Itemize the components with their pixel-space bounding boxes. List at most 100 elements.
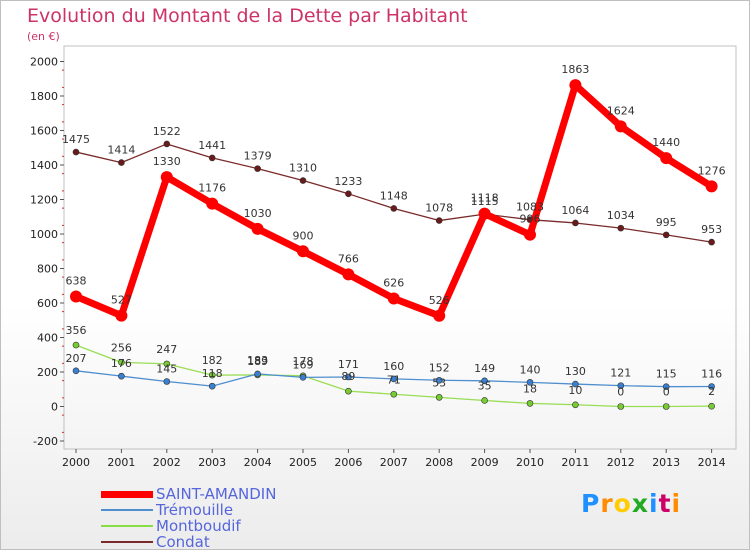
data-label: 1064 xyxy=(561,204,589,217)
data-point xyxy=(662,231,670,239)
data-label: 900 xyxy=(293,229,314,242)
data-label: 995 xyxy=(656,216,677,229)
data-point xyxy=(705,180,718,193)
data-label: 1148 xyxy=(380,189,408,202)
data-label: 115 xyxy=(656,368,677,381)
data-point xyxy=(526,379,534,386)
data-point xyxy=(708,238,715,246)
data-point xyxy=(617,403,625,410)
data-label: 1078 xyxy=(425,202,453,215)
data-label: 638 xyxy=(66,274,87,287)
data-label: 1310 xyxy=(289,162,317,175)
data-label: 53 xyxy=(432,376,446,389)
data-label: 1440 xyxy=(652,136,680,149)
data-label: 256 xyxy=(111,341,132,354)
data-point xyxy=(297,245,309,258)
x-tick-label: 2005 xyxy=(289,456,317,469)
legend-label: Trémouille xyxy=(156,501,234,519)
data-point xyxy=(526,400,534,407)
data-label: 178 xyxy=(293,355,314,368)
legend-swatch xyxy=(101,541,153,543)
data-point xyxy=(572,401,579,409)
data-label: 1441 xyxy=(198,139,226,152)
data-label: 1030 xyxy=(244,207,272,220)
data-label: 182 xyxy=(202,354,223,367)
data-label: 1176 xyxy=(198,182,226,195)
chart-subtitle: (en €) xyxy=(27,30,60,43)
logo-letter: i xyxy=(649,489,659,518)
data-point xyxy=(660,152,673,165)
y-tick-label: 1600 xyxy=(30,125,58,138)
x-tick-label: 2014 xyxy=(698,456,726,469)
logo-letter: r xyxy=(600,489,614,518)
data-point xyxy=(115,309,128,322)
data-label: 140 xyxy=(520,363,541,376)
data-label: 2 xyxy=(708,385,715,398)
data-label: 626 xyxy=(383,277,404,290)
data-label: 1863 xyxy=(561,63,589,76)
data-label: 149 xyxy=(474,362,495,375)
y-tick-label: 0 xyxy=(51,401,58,414)
data-label: 0 xyxy=(617,386,624,399)
proxiti-logo: Proxiti xyxy=(581,489,681,518)
data-label: 207 xyxy=(66,352,87,365)
data-label: 121 xyxy=(610,367,631,380)
data-point xyxy=(160,171,173,184)
legend-swatch xyxy=(101,509,153,511)
data-label: 145 xyxy=(156,362,177,375)
data-label: 1115 xyxy=(471,195,499,208)
y-tick-label: -200 xyxy=(33,435,58,448)
x-tick-label: 2012 xyxy=(607,456,635,469)
legend-label: SAINT-AMANDIN xyxy=(156,485,277,503)
data-point xyxy=(72,367,80,375)
data-point xyxy=(390,390,398,398)
x-tick-label: 2008 xyxy=(425,456,453,469)
data-label: 183 xyxy=(247,354,268,367)
x-tick-label: 2004 xyxy=(244,456,272,469)
data-point xyxy=(345,387,352,395)
data-label: 1276 xyxy=(698,164,726,177)
data-labels-tr-mouille: 207 176 145 118 189 169 171 160 152 149 140 130 121 1… xyxy=(66,352,723,381)
x-tick-label: 2000 xyxy=(62,456,90,469)
data-label: 160 xyxy=(383,360,404,373)
data-point xyxy=(390,205,398,212)
data-point xyxy=(433,309,446,322)
data-point xyxy=(72,148,80,156)
data-label: 152 xyxy=(429,361,450,374)
y-tick-label: 2000 xyxy=(30,56,58,69)
y-tick-label: 1400 xyxy=(30,159,58,172)
legend-label: Condat xyxy=(156,533,210,550)
y-tick-label: 800 xyxy=(37,263,58,276)
data-point xyxy=(569,79,582,92)
data-point xyxy=(208,154,216,162)
data-label: 10 xyxy=(568,384,582,397)
data-point xyxy=(208,371,216,379)
legend-swatch xyxy=(101,490,153,498)
data-label: 1034 xyxy=(607,209,635,222)
x-tick-label: 2013 xyxy=(652,456,680,469)
data-label: 1414 xyxy=(107,144,135,157)
data-point xyxy=(118,159,125,166)
x-tick-label: 2001 xyxy=(107,456,135,469)
plot-area xyxy=(63,45,737,450)
data-point xyxy=(299,177,307,184)
data-point xyxy=(390,375,398,383)
data-point xyxy=(118,359,125,366)
data-label: 0 xyxy=(663,386,670,399)
data-label: 89 xyxy=(341,370,355,383)
data-label: 1379 xyxy=(244,150,272,163)
data-label: 169 xyxy=(293,358,314,371)
data-point xyxy=(342,268,355,281)
data-point xyxy=(118,372,125,380)
data-point xyxy=(251,222,264,235)
y-tick-label: 1200 xyxy=(30,194,58,207)
data-labels-montboudif: 356 256 247 182 183 178 89 71 53 35 18 10 0 0 2 xyxy=(66,324,716,398)
legend-swatch xyxy=(101,525,153,527)
data-point xyxy=(662,383,670,390)
data-label: 1522 xyxy=(153,125,181,138)
x-tick-label: 2007 xyxy=(380,456,408,469)
data-point xyxy=(299,374,307,381)
y-tick-label: 1800 xyxy=(30,90,58,103)
data-label: 35 xyxy=(478,379,492,392)
data-label: 247 xyxy=(156,343,177,356)
